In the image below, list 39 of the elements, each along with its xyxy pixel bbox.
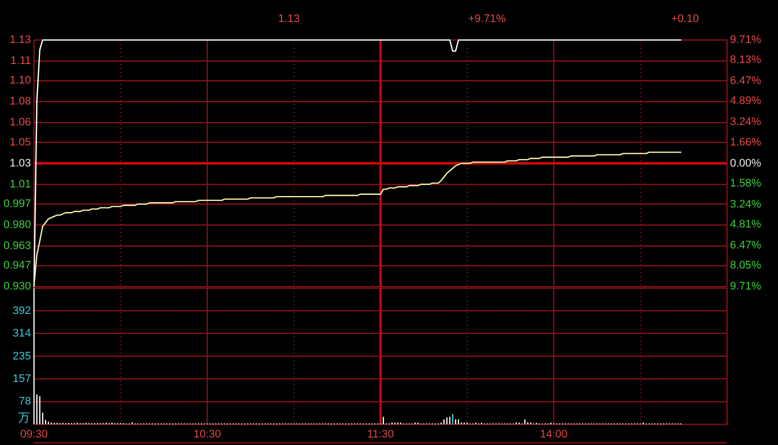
y-tick-label: 0.980 — [3, 219, 31, 232]
y-tick-label: 1.01 — [10, 178, 31, 190]
annotation: 1.13 — [278, 13, 300, 25]
y2-tick-label: 9.71% — [730, 280, 762, 293]
annotation: +0.10 — [671, 13, 699, 25]
y-tick-label: 1.13 — [10, 34, 31, 46]
y2-tick-label: 3.24% — [730, 198, 762, 210]
y2-tick-label: 0.00% — [730, 157, 762, 170]
y-tick-label: 0.930 — [3, 280, 31, 293]
y2-tick-label: 4.81% — [730, 218, 762, 230]
y2-tick-label: 3.24% — [730, 116, 762, 128]
y-tick-label: 0.997 — [3, 198, 31, 210]
y-tick-label: 1.11 — [10, 54, 31, 67]
y-tick-label: 0.947 — [3, 260, 31, 272]
y-axis-title: 万 — [18, 410, 30, 424]
x-tick-label: 10:30 — [193, 428, 222, 440]
x-tick-label: 11:30 — [367, 428, 394, 440]
y2-tick-label: 8.05% — [730, 260, 762, 272]
x-tick-label: 14:00 — [540, 428, 568, 440]
y-tick-label: 1.10 — [10, 74, 31, 87]
y-tick-label: 1.05 — [10, 136, 31, 148]
y-tick-label: 78 — [18, 396, 31, 408]
y-tick-label: 157 — [12, 372, 31, 385]
annotation: +9.71% — [468, 13, 506, 25]
y2-tick-label: 1.66% — [730, 136, 762, 148]
y2-tick-label: 9.71% — [730, 34, 762, 46]
y-tick-label: 314 — [12, 327, 31, 340]
y2-tick-label: 6.47% — [730, 75, 762, 88]
y2-tick-label: 6.47% — [730, 240, 762, 252]
y-tick-label: 235 — [12, 350, 31, 362]
y2-tick-label: 1.58% — [730, 177, 762, 190]
x-tick-label: 09:30 — [20, 428, 48, 440]
y-tick-label: 0.963 — [3, 240, 31, 252]
y-tick-label: 1.06 — [10, 116, 31, 129]
y2-tick-label: 4.89% — [730, 95, 762, 108]
y-tick-label: 392 — [12, 304, 31, 317]
y2-tick-label: 8.13% — [730, 54, 762, 66]
y-tick-label: 1.08 — [10, 96, 31, 108]
y-tick-label: 1.03 — [10, 157, 31, 170]
